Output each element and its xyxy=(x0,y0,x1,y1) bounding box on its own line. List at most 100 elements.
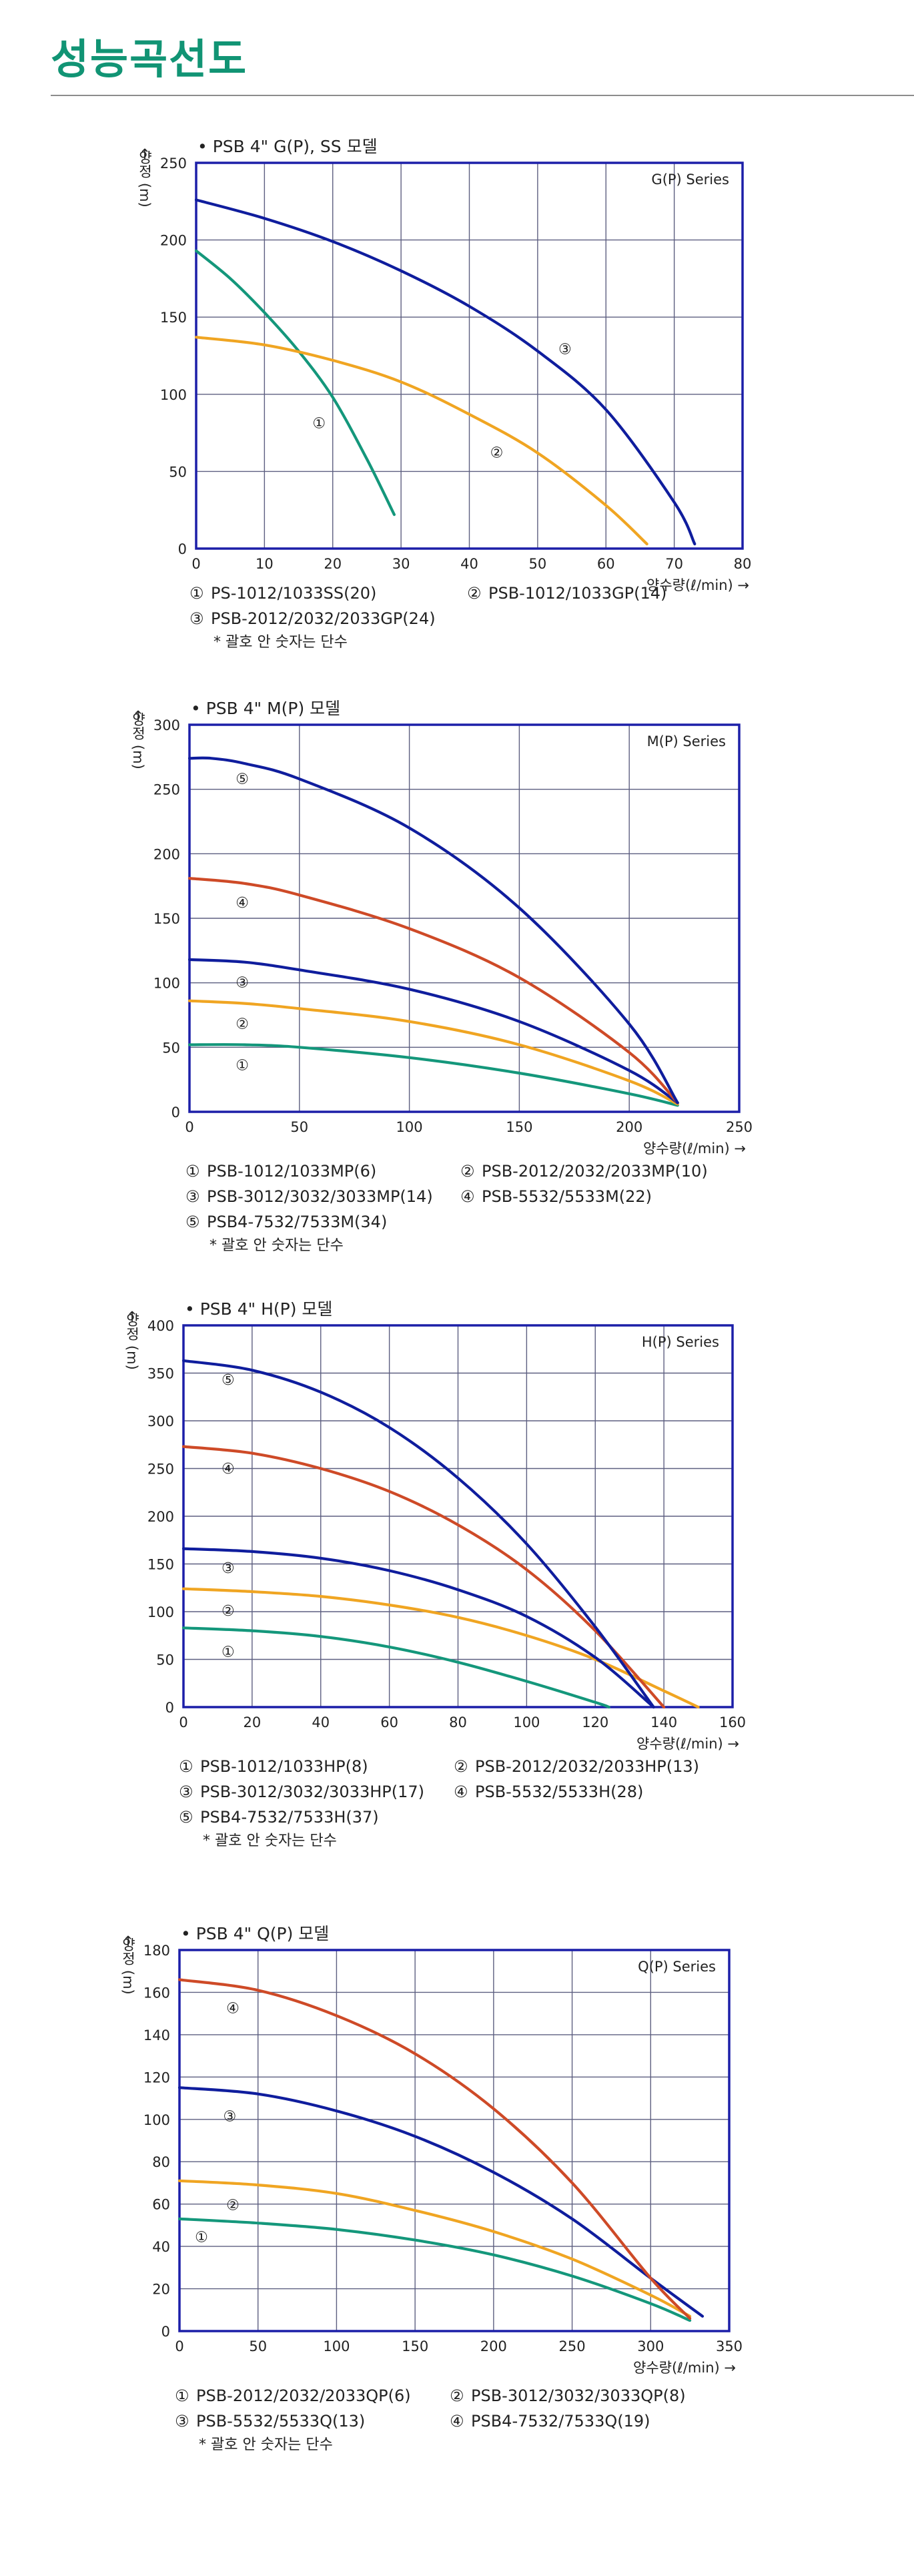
y-axis-label: 양정 (m) xyxy=(124,1313,140,1370)
legend-text: PSB4-7532/7533H(37) xyxy=(200,1808,379,1827)
x-axis-label: 양수량(ℓ/min) → xyxy=(636,1736,739,1752)
series-marker-1: ① xyxy=(221,1644,235,1661)
grid-lines xyxy=(183,1325,733,1707)
series-marker-2: ② xyxy=(490,444,504,461)
y-tick-label: 20 xyxy=(152,2282,170,2298)
x-tick-label: 30 xyxy=(392,556,410,572)
x-tick-label: 0 xyxy=(185,1119,193,1135)
series-line-3 xyxy=(177,2086,705,2318)
series-marker-1: ① xyxy=(312,415,326,432)
y-axis-label: 양정 (m) xyxy=(120,1937,136,1995)
legend-text: PSB-2012/2032/2033QP(6) xyxy=(196,2386,411,2405)
legend-text: PSB-2012/2032/2033GP(24) xyxy=(211,609,436,628)
legend-item: ③ PSB-5532/5533Q(13) xyxy=(175,2412,365,2431)
legend-note: * 괄호 안 숫자는 단수 xyxy=(213,634,348,651)
chart-h-series: • PSB 4" H(P) 모델 H(P) Series 0 20 40 60 80 100 1… xyxy=(124,1299,746,1849)
x-tick-label: 120 xyxy=(582,1714,608,1730)
legend-item: ② PSB-1012/1033GP(14) xyxy=(467,584,666,603)
series-marker-4: ④ xyxy=(236,895,249,912)
legend-marker: ③ xyxy=(185,1187,200,1206)
series-line-1 xyxy=(187,1043,679,1107)
y-tick-label: 0 xyxy=(178,541,187,557)
plot-frame xyxy=(182,1324,734,1708)
y-tick-label: 300 xyxy=(153,717,180,733)
x-axis-label: 양수량(ℓ/min) → xyxy=(646,577,749,593)
y-axis-arrow: ↑ xyxy=(139,146,151,162)
legend-note: * 괄호 안 숫자는 단수 xyxy=(203,1833,337,1849)
series-line-3 xyxy=(181,1547,655,1709)
series-line-1 xyxy=(177,2217,692,2322)
legend-marker: ④ xyxy=(454,1783,468,1801)
series-marker-3: ③ xyxy=(558,341,572,358)
legend-item: ⑤ PSB4-7532/7533H(37) xyxy=(179,1808,379,1827)
series-marker-4: ④ xyxy=(226,2001,240,2017)
legend-item: ⑤ PSB4-7532/7533M(34) xyxy=(185,1213,387,1231)
y-tick-label: 150 xyxy=(160,310,187,326)
series-line-2 xyxy=(181,1587,700,1709)
x-tick-label: 200 xyxy=(480,2338,507,2354)
x-tick-label: 150 xyxy=(506,1119,532,1135)
y-tick-label: 0 xyxy=(165,1700,174,1716)
series-marker-5: ⑤ xyxy=(221,1372,235,1389)
y-tick-label: 0 xyxy=(171,1104,180,1120)
y-tick-label: 100 xyxy=(143,2112,170,2128)
x-tick-label: 250 xyxy=(559,2338,586,2354)
y-tick-label: 40 xyxy=(152,2239,170,2255)
y-tick-label: 80 xyxy=(152,2154,170,2170)
legend-item: ② PSB-2012/2032/2033MP(10) xyxy=(460,1162,708,1181)
x-tick-label: 250 xyxy=(726,1119,753,1135)
y-axis-arrow: ↑ xyxy=(126,1309,138,1325)
x-tick-label: 200 xyxy=(616,1119,642,1135)
legend-marker: ⑤ xyxy=(185,1213,200,1231)
y-tick-label: 250 xyxy=(160,155,187,172)
x-tick-label: 50 xyxy=(290,1119,308,1135)
x-tick-label: 80 xyxy=(449,1714,467,1730)
legend-marker: ④ xyxy=(460,1187,475,1206)
series-line-3 xyxy=(187,958,679,1104)
series-line-4 xyxy=(177,1978,692,2320)
y-tick-label: 150 xyxy=(147,1557,174,1573)
x-tick-label: 70 xyxy=(665,556,683,572)
x-tick-label: 10 xyxy=(256,556,274,572)
y-tick-label: 350 xyxy=(147,1366,174,1382)
x-tick-label: 0 xyxy=(179,1714,187,1730)
y-tick-label: 100 xyxy=(147,1604,174,1620)
y-tick-label: 50 xyxy=(162,1040,180,1056)
x-tick-label: 100 xyxy=(323,2338,350,2354)
legend-text: PSB-5532/5533H(28) xyxy=(475,1783,643,1801)
series-title: Q(P) Series xyxy=(638,1959,716,1975)
legend-text: PSB-1012/1033HP(8) xyxy=(200,1757,368,1776)
x-tick-label: 350 xyxy=(716,2338,743,2354)
x-tick-label: 80 xyxy=(734,556,752,572)
y-tick-label: 400 xyxy=(147,1318,174,1334)
legend-marker: ③ xyxy=(175,2412,189,2431)
x-tick-label: 60 xyxy=(597,556,615,572)
legend-marker: ② xyxy=(460,1162,475,1181)
y-tick-label: 100 xyxy=(153,976,180,992)
legend-marker: ② xyxy=(454,1757,468,1776)
series-marker-3: ③ xyxy=(223,2108,236,2125)
legend-item: ① PS-1012/1033SS(20) xyxy=(189,584,376,603)
y-tick-label: 140 xyxy=(143,2027,170,2043)
legend-marker: ③ xyxy=(179,1783,193,1801)
plot-frame xyxy=(195,162,744,550)
x-tick-label: 0 xyxy=(175,2338,183,2354)
legend-text: PSB-1012/1033GP(14) xyxy=(488,584,666,603)
series-marker-1: ① xyxy=(236,1057,249,1074)
x-tick-label: 20 xyxy=(324,556,342,572)
series-marker-1: ① xyxy=(195,2229,208,2246)
model-title: • PSB 4" G(P), SS 모델 xyxy=(197,137,378,156)
series-marker-3: ③ xyxy=(221,1560,235,1577)
legend-item: ③ PSB-3012/3032/3033MP(14) xyxy=(185,1187,433,1206)
y-tick-label: 160 xyxy=(143,1985,170,2001)
series-marker-5: ⑤ xyxy=(236,771,249,787)
title-divider xyxy=(51,95,914,96)
legend-item: ② PSB-2012/2032/2033HP(13) xyxy=(454,1757,699,1776)
y-tick-label: 120 xyxy=(143,2069,170,2085)
legend-marker: ② xyxy=(450,2386,464,2405)
legend-item: ② PSB-3012/3032/3033QP(8) xyxy=(450,2386,686,2405)
y-axis-label: 양정 (m) xyxy=(137,150,153,208)
x-tick-label: 60 xyxy=(380,1714,398,1730)
y-tick-label: 50 xyxy=(156,1652,174,1668)
x-tick-label: 300 xyxy=(637,2338,664,2354)
